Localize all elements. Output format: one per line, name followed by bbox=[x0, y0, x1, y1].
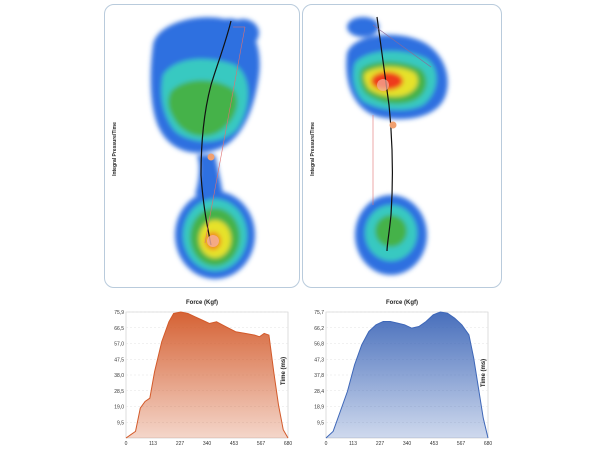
x-tick-label: 340 bbox=[203, 441, 212, 447]
y-tick-label: 75,7 bbox=[314, 310, 324, 316]
y-tick-label: 18,9 bbox=[314, 405, 324, 411]
left-map-label: Integral Pressure/Time bbox=[112, 122, 118, 176]
x-tick-label: 0 bbox=[125, 441, 128, 447]
x-tick-label: 453 bbox=[430, 441, 439, 447]
left-force-chart: Force (Kgf) 9,5 19,0 28,5 38,0 47,5 57,0 66,5 7… bbox=[104, 298, 300, 450]
x-tick-label: 0 bbox=[325, 441, 328, 447]
x-tick-label: 227 bbox=[176, 441, 185, 447]
x-tick-label: 453 bbox=[230, 441, 239, 447]
center-of-pressure-line bbox=[376, 16, 393, 252]
y-tick-label: 57,0 bbox=[114, 342, 124, 348]
y-tick-label: 9,5 bbox=[117, 420, 124, 426]
y-tick-label: 28,4 bbox=[314, 389, 324, 395]
x-tick-label: 113 bbox=[149, 441, 157, 447]
y-tick-label: 47,5 bbox=[114, 357, 124, 363]
right-force-chart: Force (Kgf) 9,5 18,9 28,4 37,8 47,3 56,8 66,2 7… bbox=[304, 298, 500, 450]
y-tick-label: 56,8 bbox=[314, 342, 324, 348]
left-force-plot: 9,5 19,0 28,5 38,0 47,5 57,0 66,5 75,9 0 113 227 34… bbox=[114, 310, 293, 447]
force-area bbox=[326, 312, 488, 438]
right-chart-title: Force (Kgf) bbox=[386, 300, 418, 306]
right-map-label: Integral Pressure/Time bbox=[310, 122, 316, 176]
y-tick-label: 19,0 bbox=[114, 405, 124, 411]
left-foot-pressure-map bbox=[104, 4, 300, 288]
x-tick-label: 680 bbox=[484, 441, 493, 447]
y-tick-label: 66,2 bbox=[314, 326, 324, 332]
y-tick-label: 9,5 bbox=[317, 420, 324, 426]
y-tick-label: 66,5 bbox=[114, 326, 124, 332]
left-chart-ylabel: Time (ms) bbox=[281, 356, 288, 386]
right-chart-ylabel: Time (ms) bbox=[481, 358, 488, 388]
x-tick-label: 680 bbox=[284, 441, 293, 447]
center-of-pressure-line bbox=[200, 20, 232, 246]
x-tick-label: 567 bbox=[257, 441, 266, 447]
y-tick-label: 38,0 bbox=[114, 373, 124, 379]
y-tick-label: 75,9 bbox=[114, 310, 124, 316]
x-tick-label: 567 bbox=[457, 441, 466, 447]
right-force-plot: 9,5 18,9 28,4 37,8 47,3 56,8 66,2 75,7 0 113 227 34… bbox=[314, 310, 493, 447]
left-foot-heatmap bbox=[150, 17, 260, 279]
heel-peak-marker bbox=[207, 235, 219, 247]
force-line bbox=[325, 311, 489, 439]
x-tick-label: 113 bbox=[349, 441, 357, 447]
x-tick-label: 340 bbox=[403, 441, 412, 447]
pressure-point-marker bbox=[207, 153, 215, 161]
y-tick-label: 47,3 bbox=[314, 357, 324, 363]
force-area bbox=[126, 312, 288, 438]
x-tick-label: 227 bbox=[376, 441, 385, 447]
left-chart-title: Force (Kgf) bbox=[186, 300, 218, 306]
force-line bbox=[125, 311, 289, 439]
y-tick-label: 28,5 bbox=[114, 389, 124, 395]
forefoot-peak-marker bbox=[377, 79, 389, 91]
y-tick-label: 37,8 bbox=[314, 373, 324, 379]
right-foot-heatmap bbox=[346, 16, 448, 275]
right-foot-pressure-map bbox=[302, 4, 502, 288]
pressure-point-marker bbox=[389, 121, 397, 129]
